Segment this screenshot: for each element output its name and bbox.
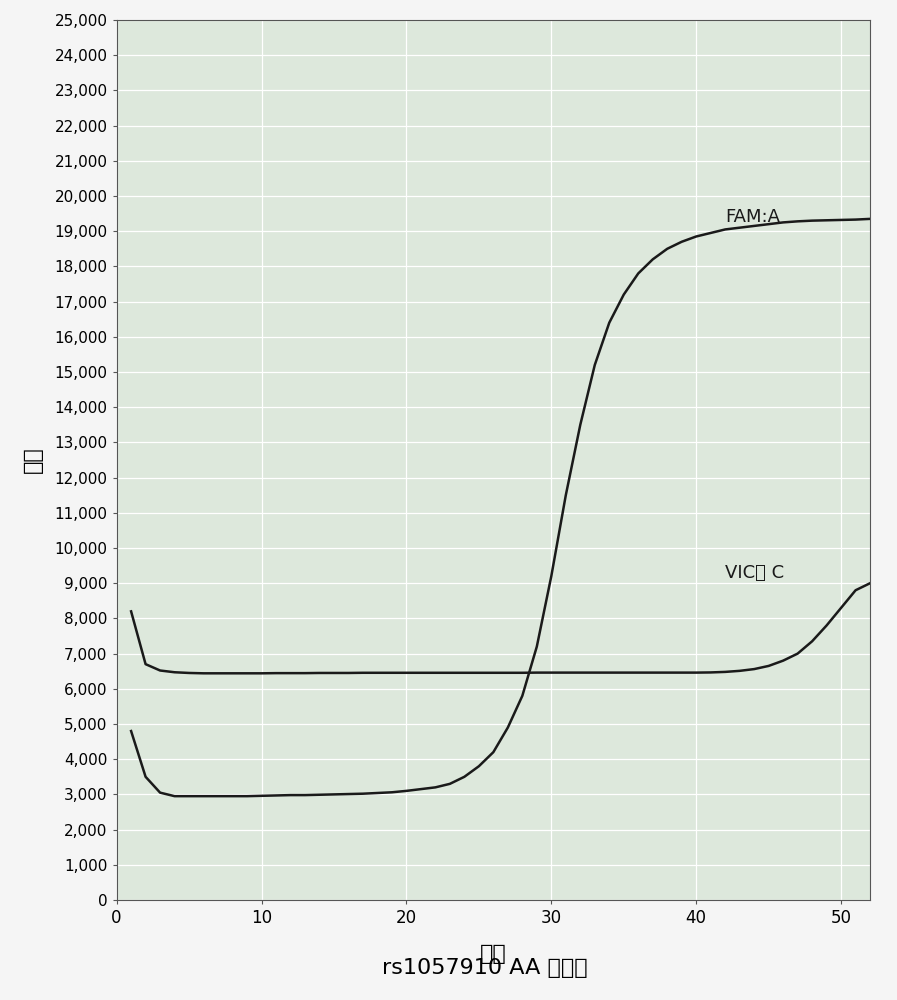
Text: rs1057910 AA 基因型: rs1057910 AA 基因型 [381,958,588,978]
Text: FAM:A: FAM:A [725,208,780,226]
Y-axis label: 荧光: 荧光 [23,447,43,473]
Text: VIC： C: VIC： C [725,564,784,582]
X-axis label: 循环: 循环 [480,944,507,964]
